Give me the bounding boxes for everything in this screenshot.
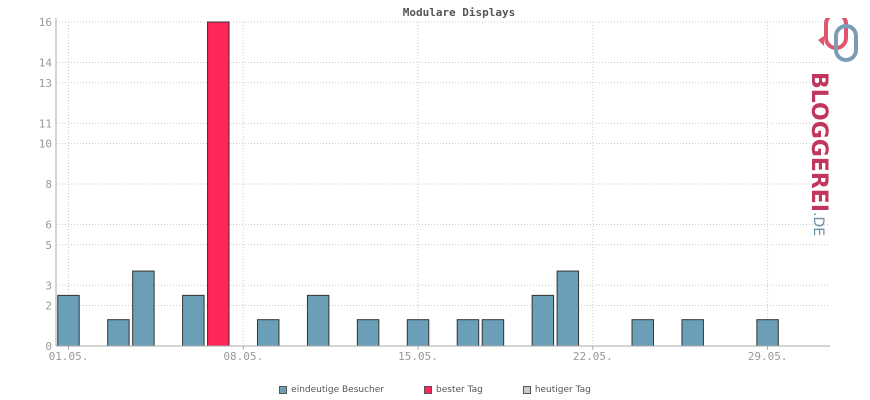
bar (631, 319, 654, 347)
legend-label-visitors: eindeutige Besucher (291, 385, 384, 395)
legend-swatch-visitors (279, 386, 288, 394)
bar (356, 319, 380, 347)
y-tick-label: 3 (45, 279, 52, 292)
legend-label-best-day: bester Tag (436, 385, 483, 395)
bar-best-day (207, 21, 230, 347)
bloggerei-logo-text: BLOGGEREI.DE (806, 72, 831, 236)
bar (556, 270, 580, 347)
legend-swatch-today (522, 386, 531, 394)
legend-item-today: heutiger Tag (522, 385, 591, 395)
bar (182, 294, 205, 347)
bar (756, 319, 779, 347)
y-tick-label: 13 (39, 77, 52, 90)
y-tick-label: 6 (45, 219, 52, 232)
bar (256, 319, 280, 347)
bar (681, 319, 704, 347)
y-axis-ticks: 0 2 3 5 6 8 10 11 13 14 16 (39, 16, 53, 353)
bar (107, 319, 130, 347)
chart-axes (55, 18, 830, 347)
bar (406, 319, 430, 347)
x-axis-ticks: 01.05. 08.05. 15.05. 22.05. 29.05. (49, 346, 788, 363)
legend-label-today: heutiger Tag (534, 385, 591, 395)
y-tick-label: 0 (45, 340, 52, 353)
chart-bars (57, 21, 779, 347)
y-tick-label: 2 (45, 300, 52, 313)
legend-item-best-day: bester Tag (424, 385, 483, 395)
y-tick-label: 5 (45, 239, 52, 252)
bar (456, 319, 480, 347)
y-tick-label: 10 (39, 138, 52, 151)
y-tick-label: 16 (39, 16, 52, 29)
legend-item-visitors: eindeutige Besucher (279, 385, 384, 395)
chart-grid (56, 21, 830, 346)
bar (57, 294, 80, 347)
bar (306, 294, 330, 347)
bar (132, 270, 155, 347)
x-tick-label: 29.05. (748, 350, 788, 363)
logo-tld: .DE (810, 212, 826, 237)
bar (531, 294, 555, 347)
logo-word: BLOGGEREI (806, 72, 831, 213)
y-tick-label: 11 (39, 117, 52, 130)
bar (481, 319, 505, 347)
legend-swatch-best-day (424, 386, 432, 394)
chart-title: Modulare Displays (403, 6, 516, 19)
x-tick-label: 15.05. (398, 350, 438, 363)
x-tick-label: 22.05. (573, 350, 613, 363)
y-tick-label: 14 (39, 57, 53, 70)
x-tick-label: 08.05. (223, 350, 263, 363)
chart-legend: eindeutige Besucher bester Tag heutiger … (0, 385, 870, 395)
y-tick-label: 8 (45, 178, 52, 191)
x-tick-label: 01.05. (49, 350, 89, 363)
bloggerei-logo-icon (818, 18, 858, 62)
